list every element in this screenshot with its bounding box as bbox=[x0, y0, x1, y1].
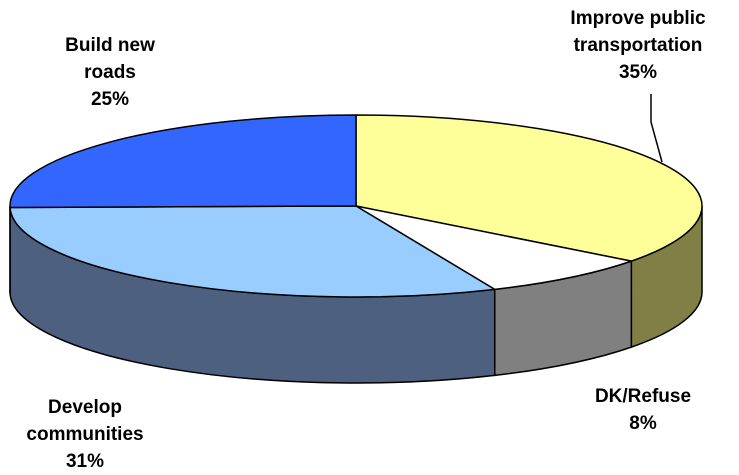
slice-label-build-new-roads: Build new roads 25% bbox=[35, 32, 185, 113]
slice-label-line: Build new bbox=[35, 32, 185, 59]
slice-value-label: 8% bbox=[568, 410, 718, 437]
slice-value-label: 31% bbox=[0, 448, 170, 475]
pie-slices bbox=[10, 115, 702, 297]
slice-label-line: Improve public bbox=[553, 5, 723, 32]
slice-label-line: roads bbox=[35, 59, 185, 86]
slice-label-dk-refuse: DK/Refuse 8% bbox=[568, 383, 718, 437]
slice-label-develop-communities: Develop communities 31% bbox=[0, 394, 170, 475]
slice-value-label: 25% bbox=[35, 86, 185, 113]
slice-label-line: transportation bbox=[553, 32, 723, 59]
slice-build-new-roads bbox=[10, 115, 356, 207]
slice-label-line: DK/Refuse bbox=[568, 383, 718, 410]
slice-label-line: communities bbox=[0, 421, 170, 448]
leader-line bbox=[651, 94, 662, 162]
slice-value-label: 35% bbox=[553, 59, 723, 86]
slice-label-improve-public-transportation: Improve public transportation 35% bbox=[553, 5, 723, 86]
slice-label-line: Develop bbox=[0, 394, 170, 421]
